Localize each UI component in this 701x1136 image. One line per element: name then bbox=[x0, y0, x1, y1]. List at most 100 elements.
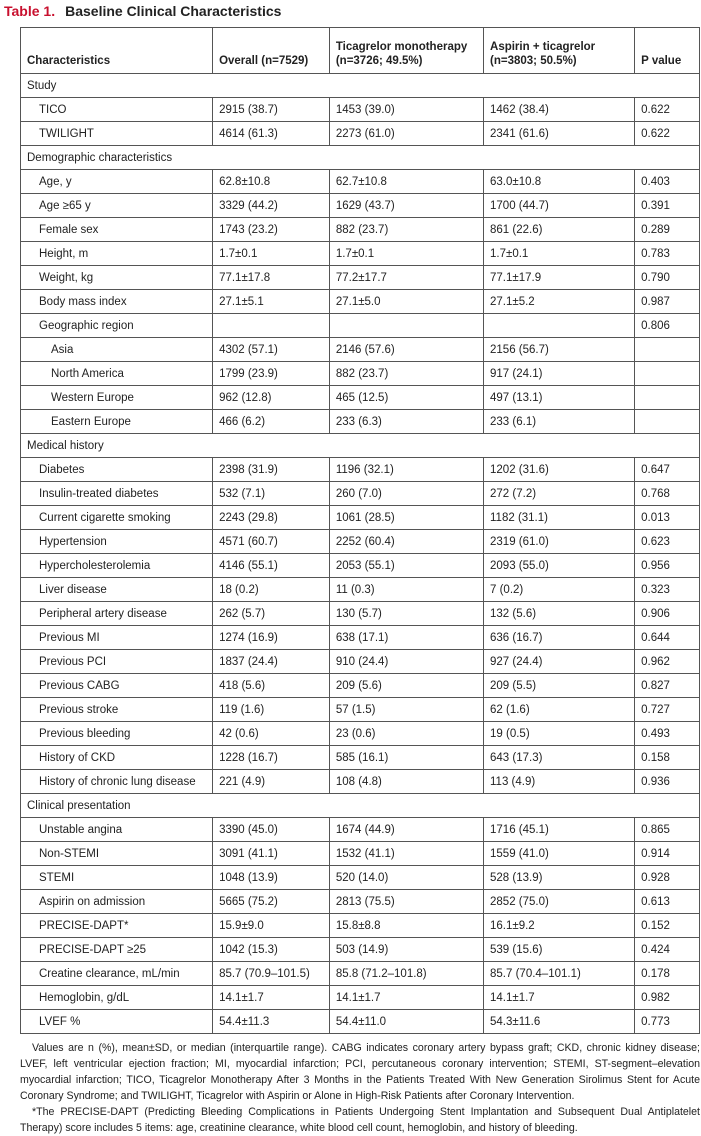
cell: 233 (6.3) bbox=[328, 409, 485, 434]
cell: 62.7±10.8 bbox=[328, 169, 485, 194]
row-label: TICO bbox=[19, 97, 214, 122]
cell: 132 (5.6) bbox=[483, 601, 636, 626]
table-row: STEMI 1048 (13.9) 520 (14.0) 528 (13.9) 0.92… bbox=[19, 865, 700, 890]
title-text: Baseline Clinical Characteristics bbox=[65, 3, 282, 19]
cell: 16.1±9.2 bbox=[483, 913, 636, 938]
cell: 15.8±8.8 bbox=[328, 913, 485, 938]
cell: 0.790 bbox=[634, 265, 700, 290]
cell: 3091 (41.1) bbox=[212, 841, 330, 866]
cell: 209 (5.6) bbox=[328, 673, 485, 698]
table-row: History of chronic lung disease 221 (4.9)… bbox=[19, 769, 700, 794]
cell: 130 (5.7) bbox=[328, 601, 485, 626]
table-body: Study TICO 2915 (38.7) 1453 (39.0) 1462 (38.… bbox=[19, 73, 700, 1034]
cell: 1048 (13.9) bbox=[212, 865, 330, 890]
column-header: Aspirin + ticagrelor (n=3803; 50.5%) bbox=[483, 27, 636, 74]
cell: 209 (5.5) bbox=[483, 673, 636, 698]
table-row: Insulin-treated diabetes 532 (7.1) 260 (7.… bbox=[19, 481, 700, 506]
cell: 54.3±11.6 bbox=[483, 1009, 636, 1034]
cell: 0.962 bbox=[634, 649, 700, 674]
cell: 643 (17.3) bbox=[483, 745, 636, 770]
cell: 882 (23.7) bbox=[328, 217, 485, 242]
row-label: North America bbox=[19, 361, 214, 386]
column-header: Characteristics bbox=[19, 27, 214, 74]
row-label: Hypertension bbox=[19, 529, 214, 554]
cell: 108 (4.8) bbox=[328, 769, 485, 794]
cell bbox=[212, 313, 330, 338]
cell: 636 (16.7) bbox=[483, 625, 636, 650]
cell: 5665 (75.2) bbox=[212, 889, 330, 914]
table-row: Age, y 62.8±10.8 62.7±10.8 63.0±10.8 0.403 bbox=[19, 169, 700, 194]
cell: 77.1±17.8 bbox=[212, 265, 330, 290]
table-row: TWILIGHT 4614 (61.3) 2273 (61.0) 2341 (61.6… bbox=[19, 121, 700, 146]
row-label: TWILIGHT bbox=[19, 121, 214, 146]
section-row: Demographic characteristics bbox=[20, 145, 700, 170]
cell: 0.928 bbox=[634, 865, 700, 890]
row-label: Female sex bbox=[19, 217, 214, 242]
cell: 497 (13.1) bbox=[483, 385, 636, 410]
cell: 4302 (57.1) bbox=[212, 337, 330, 362]
cell: 0.289 bbox=[634, 217, 700, 242]
cell bbox=[634, 337, 700, 362]
cell: 62.8±10.8 bbox=[212, 169, 330, 194]
table-row: Female sex 1743 (23.2) 882 (23.7) 861 (22.6… bbox=[19, 217, 700, 242]
cell: 0.987 bbox=[634, 289, 700, 314]
cell: 54.4±11.0 bbox=[328, 1009, 485, 1034]
cell: 1716 (45.1) bbox=[483, 817, 636, 842]
cell: 0.403 bbox=[634, 169, 700, 194]
cell: 528 (13.9) bbox=[483, 865, 636, 890]
cell: 57 (1.5) bbox=[328, 697, 485, 722]
cell bbox=[634, 409, 700, 434]
cell: 0.424 bbox=[634, 937, 700, 962]
cell: 0.783 bbox=[634, 241, 700, 266]
footnotes: Values are n (%), mean±SD, or median (in… bbox=[20, 1040, 700, 1136]
cell: 0.647 bbox=[634, 457, 700, 482]
table-row: LVEF % 54.4±11.3 54.4±11.0 54.3±11.6 0.773 bbox=[19, 1009, 700, 1034]
cell: 1532 (41.1) bbox=[328, 841, 485, 866]
row-label: Previous stroke bbox=[19, 697, 214, 722]
cell: 0.623 bbox=[634, 529, 700, 554]
cell: 0.768 bbox=[634, 481, 700, 506]
table-row: Height, m 1.7±0.1 1.7±0.1 1.7±0.1 0.783 bbox=[19, 241, 700, 266]
table-row: Creatine clearance, mL/min 85.7 (70.9–101… bbox=[19, 961, 700, 986]
cell: 85.7 (70.4–101.1) bbox=[483, 961, 636, 986]
row-label: Age, y bbox=[19, 169, 214, 194]
column-header: Overall (n=7529) bbox=[212, 27, 330, 74]
cell: 917 (24.1) bbox=[483, 361, 636, 386]
cell: 272 (7.2) bbox=[483, 481, 636, 506]
cell: 0.622 bbox=[634, 97, 700, 122]
cell: 0.936 bbox=[634, 769, 700, 794]
cell: 532 (7.1) bbox=[212, 481, 330, 506]
cell: 2273 (61.0) bbox=[328, 121, 485, 146]
row-label: Hypercholesterolemia bbox=[19, 553, 214, 578]
cell bbox=[634, 385, 700, 410]
cell: 27.1±5.2 bbox=[483, 289, 636, 314]
cell: 0.773 bbox=[634, 1009, 700, 1034]
cell: 927 (24.4) bbox=[483, 649, 636, 674]
cell: 0.827 bbox=[634, 673, 700, 698]
table-row: Eastern Europe 466 (6.2) 233 (6.3) 233 (6.1… bbox=[19, 409, 700, 434]
table-row: Previous PCI 1837 (24.4) 910 (24.4) 927 (24… bbox=[19, 649, 700, 674]
cell: 882 (23.7) bbox=[328, 361, 485, 386]
cell: 1042 (15.3) bbox=[212, 937, 330, 962]
cell: 0.158 bbox=[634, 745, 700, 770]
cell: 539 (15.6) bbox=[483, 937, 636, 962]
cell: 2852 (75.0) bbox=[483, 889, 636, 914]
cell: 418 (5.6) bbox=[212, 673, 330, 698]
row-label: Unstable angina bbox=[19, 817, 214, 842]
cell: 54.4±11.3 bbox=[212, 1009, 330, 1034]
row-label: History of CKD bbox=[19, 745, 214, 770]
cell: 1629 (43.7) bbox=[328, 193, 485, 218]
cell: 1700 (44.7) bbox=[483, 193, 636, 218]
cell: 2398 (31.9) bbox=[212, 457, 330, 482]
table-row: PRECISE-DAPT* 15.9±9.0 15.8±8.8 16.1±9.2 0.1… bbox=[19, 913, 700, 938]
cell: 1061 (28.5) bbox=[328, 505, 485, 530]
cell: 63.0±10.8 bbox=[483, 169, 636, 194]
cell: 0.865 bbox=[634, 817, 700, 842]
table-row: Hypertension 4571 (60.7) 2252 (60.4) 2319 (… bbox=[19, 529, 700, 554]
row-label: Previous MI bbox=[19, 625, 214, 650]
row-label: Western Europe bbox=[19, 385, 214, 410]
table-row: Previous stroke 119 (1.6) 57 (1.5) 62 (1.6)… bbox=[19, 697, 700, 722]
cell: 466 (6.2) bbox=[212, 409, 330, 434]
row-label: Age ≥65 y bbox=[19, 193, 214, 218]
